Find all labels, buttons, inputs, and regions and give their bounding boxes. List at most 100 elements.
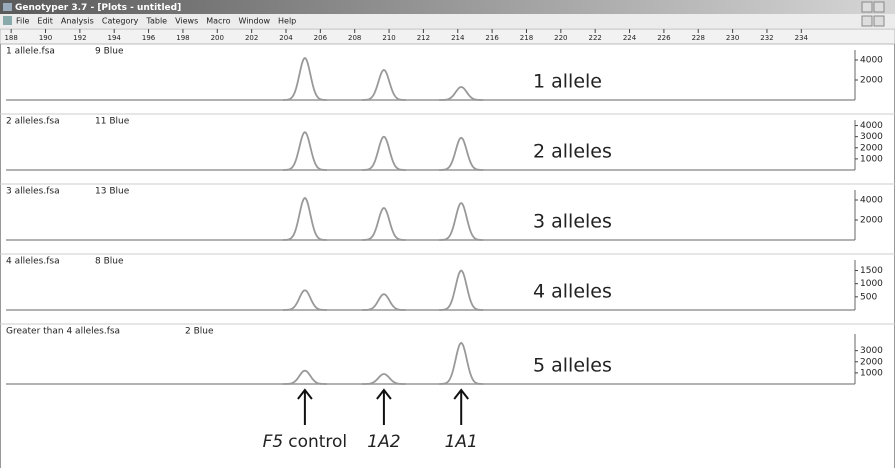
plots: File Edit Analysis Category Table Views Macro W… [0,17,895,452]
menu-item[interactable]: Window [238,17,270,26]
file-name: 2 alleles.fsa [6,117,60,127]
arrow-head [297,388,313,400]
y-tick-label: 4000 [860,121,883,131]
peak [282,56,327,101]
file-name: 1 allele.fsa [6,47,55,57]
ruler-tick-label: 206 [314,34,328,42]
ruler-tick-label: 210 [382,34,395,42]
ruler-tick-label: 220 [554,34,567,42]
y-tick-label: 2000 [860,143,883,153]
peak [439,86,484,101]
menu-item[interactable]: Analysis [61,17,94,26]
y-tick-label: 2000 [860,357,883,367]
allele-label: 5 alleles [533,355,612,377]
peak [439,269,484,311]
ruler-tick-label: 222 [588,34,601,42]
title-bar [0,0,895,14]
peak [361,135,406,171]
ruler-tick-label: 212 [417,34,430,42]
minimize-button[interactable] [861,1,873,13]
peak [361,206,406,241]
ruler-tick-label: 226 [657,34,671,42]
restore-button[interactable] [873,1,885,13]
y-tick-label: 3000 [860,346,883,356]
y-tick-label: 4000 [860,56,883,66]
allele-label: 2 alleles [533,141,612,163]
y-tick-label: 500 [860,292,877,302]
doc-icon [3,16,12,25]
window-controls [861,1,885,27]
peak [361,373,406,385]
menu-item[interactable]: Views [175,17,198,26]
menu-item[interactable]: Macro [206,17,230,26]
allele-label: 1 allele [533,71,602,93]
ruler-tick-label: 196 [142,34,156,42]
allele-label: 3 alleles [533,211,612,233]
ruler-tick-label: 202 [245,34,258,42]
y-tick-label: 1500 [860,266,883,276]
ruler-tick-label: 192 [73,34,86,42]
allele-label: 4 alleles [533,281,612,303]
ruler-tick-label: 228 [692,34,705,42]
y-tick-label: 3000 [860,132,883,142]
app-icon [3,3,12,11]
ruler-tick-label: 198 [176,34,189,42]
y-tick-label: 1000 [860,154,883,164]
peak [361,293,406,311]
sample-label: 9 Blue [95,47,124,57]
y-tick-label: 1000 [860,368,883,378]
file-name: Greater than 4 alleles.fsa [6,327,120,337]
file-name: 3 alleles.fsa [6,187,60,197]
file-name: 4 alleles.fsa [6,257,60,267]
menu-item[interactable]: Edit [37,17,53,26]
y-tick-label: 2000 [860,76,883,86]
y-tick-label: 1000 [860,279,883,289]
marker-label: 1A1 [445,432,478,452]
marker-italic: 1A2 [367,432,400,452]
peak [439,201,484,241]
menu-item[interactable]: Help [278,17,296,26]
ruler-tick-label: 230 [726,34,739,42]
menu-item[interactable]: File [16,17,29,26]
ruler-tick-label: 194 [108,34,122,42]
ruler-tick-label: 234 [795,34,809,42]
peak [361,68,406,101]
ruler [0,28,895,45]
ruler-tick-label: 190 [39,34,52,42]
marker-italic: 1A1 [445,432,478,452]
y-tick-label: 2000 [860,216,883,226]
arrow-head [376,388,392,400]
peak [282,369,327,385]
sample-label: 13 Blue [95,187,130,197]
y-tick-label: 4000 [860,196,883,206]
peak [282,289,327,311]
arrow-head [453,388,469,400]
doc-minimize-button[interactable] [861,15,873,27]
ruler-tick-label: 208 [348,34,361,42]
doc-restore-button[interactable] [873,15,885,27]
marker-label: 1A2 [367,432,400,452]
peak [282,131,327,171]
peak [439,136,484,171]
menu-bar [0,14,895,28]
ruler-tick-label: 188 [4,34,17,42]
ruler-tick-label: 224 [623,34,637,42]
ruler-tick-label: 204 [279,34,293,42]
ruler-tick-label: 216 [485,34,499,42]
marker-italic: F5 [263,432,284,452]
sample-label: 2 Blue [185,327,214,337]
ruler-tick-label: 200 [211,34,224,42]
ruler-tick-label: 232 [760,34,773,42]
peak [439,341,484,385]
ruler-tick-label: 214 [451,34,465,42]
menu-item[interactable]: Category [102,17,139,26]
marker-label: F5 control [263,432,348,452]
window-title: Genotyper 3.7 - [Plots - untitled] [15,3,181,13]
peak [282,196,327,241]
sample-label: 8 Blue [95,257,124,267]
menu-item[interactable]: Table [145,17,167,26]
marker-text: control [288,432,347,452]
sample-label: 11 Blue [95,117,130,127]
ruler-tick-label: 218 [520,34,533,42]
